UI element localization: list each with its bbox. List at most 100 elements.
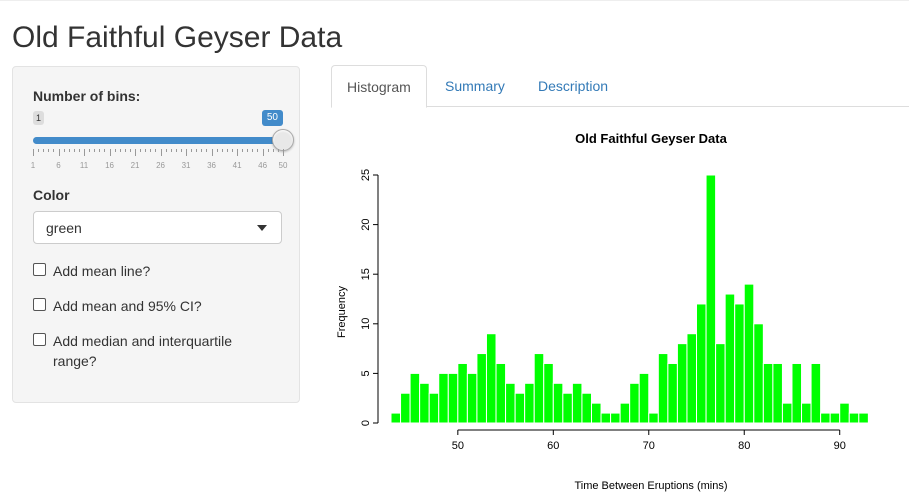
slider-tick-label: 16 [105,161,114,170]
slider-tick-label: 31 [181,161,191,170]
histogram-bar [676,343,688,424]
bins-slider[interactable]: 1 50 1 6 11 16 21 26 31 36 41 46 50 [30,109,294,179]
histogram-bar [466,372,478,424]
slider-tick [114,149,116,152]
histogram-bar [801,402,812,424]
histogram-bar [400,392,411,424]
slider-tick [267,149,269,152]
mean-line-checkbox[interactable] [33,263,46,276]
slider-tick [68,149,70,152]
histogram-bar [428,392,440,424]
histogram-bar [791,362,803,424]
color-label: Color [33,187,70,203]
mean-ci-checkbox[interactable] [33,298,46,311]
slider-major-tick [211,149,213,156]
x-tick-label: 60 [547,440,559,452]
top-border [0,0,909,1]
slider-tick [73,149,75,152]
mean-line-label: Add mean line? [53,263,151,279]
slider-ticks: 1 6 11 16 21 26 31 36 41 46 50 [30,149,287,177]
slider-tick [43,149,45,152]
histogram-bar [724,293,736,424]
slider-tick [150,149,152,152]
x-tick-label: 80 [738,440,750,452]
histogram-bar [485,333,497,424]
slider-major-tick [84,149,86,156]
histogram-bar [571,382,583,424]
slider-tick [140,149,142,152]
histogram-bar [667,362,678,424]
y-tick-label: 15 [360,268,372,280]
slider-tick [252,149,254,152]
slider-tick [221,149,223,152]
bins-label: Number of bins: [33,88,141,104]
y-tick-label: 25 [360,169,372,181]
histogram-bar [514,392,526,424]
histogram-bar [447,372,459,424]
slider-major-tick [186,149,188,156]
histogram-bar [457,362,468,424]
slider-tick [53,149,55,152]
slider-major-tick [160,149,162,156]
slider-tick [38,149,40,152]
histogram-bar [839,402,850,424]
color-select-value: green [46,220,82,236]
histogram-bar [495,362,507,424]
slider-tick [89,149,91,152]
histogram-bar [715,343,726,424]
histogram-bar [829,412,841,424]
median-iqr-label: Add median and interquartile range? [53,333,233,369]
histogram-bar [686,333,698,424]
tab-histogram[interactable]: Histogram [331,65,427,108]
x-tick-label: 50 [452,440,464,452]
slider-tick-label: 6 [56,161,61,170]
slider-tick-label: 41 [232,161,242,170]
slider-tick-label: 26 [156,161,165,170]
histogram-bar [638,372,650,424]
histogram-bar [419,382,430,424]
histogram-bar [543,362,554,424]
histogram-bar [524,382,535,424]
slider-tick-label: 36 [207,161,217,170]
slider-major-tick [262,149,264,156]
y-tick-label: 20 [360,218,372,230]
y-tick-label: 10 [360,318,372,330]
slider-tick-label: 21 [130,161,140,170]
histogram-bar [581,392,592,424]
histogram-bar [858,412,869,424]
tab-summary[interactable]: Summary [445,78,505,94]
slider-tick-label: 11 [79,161,89,170]
slider-tick [175,149,177,152]
histogram-bar [533,353,545,424]
slider-tick [94,149,96,152]
histogram-bar [562,392,573,424]
slider-handle[interactable] [272,129,294,151]
histogram-bar [629,382,640,424]
histogram-bar [762,362,774,424]
tab-description[interactable]: Description [538,78,609,94]
histogram-bar [409,372,421,424]
color-select[interactable]: green [33,211,282,244]
slider-tick [165,149,167,152]
histogram-bar [696,303,707,424]
slider-tick [104,149,106,152]
slider-major-tick [283,149,284,156]
median-iqr-checkbox[interactable] [33,333,46,346]
slider-tick-label: 46 [258,161,268,170]
sidebar-panel: Number of bins: 1 50 1 6 11 16 21 26 31 36 41 46 5… [12,66,300,403]
slider-major-tick [135,149,137,156]
slider-tick-label: 50 [278,161,288,170]
slider-tick-label: 1 [30,161,36,170]
slider-track[interactable] [33,129,294,151]
histogram-bar [438,372,449,424]
slider-tick [257,149,259,152]
slider-tick [119,149,121,152]
slider-tick [129,149,131,152]
histogram-chart: Old Faithful Geyser Data Time Between Er… [336,131,869,492]
slider-tick [201,149,203,152]
slider-tick [145,149,147,152]
histogram-bar [753,323,764,424]
slider-major-tick [58,149,60,156]
slider-tick [170,149,172,152]
histogram-bar [848,412,860,424]
